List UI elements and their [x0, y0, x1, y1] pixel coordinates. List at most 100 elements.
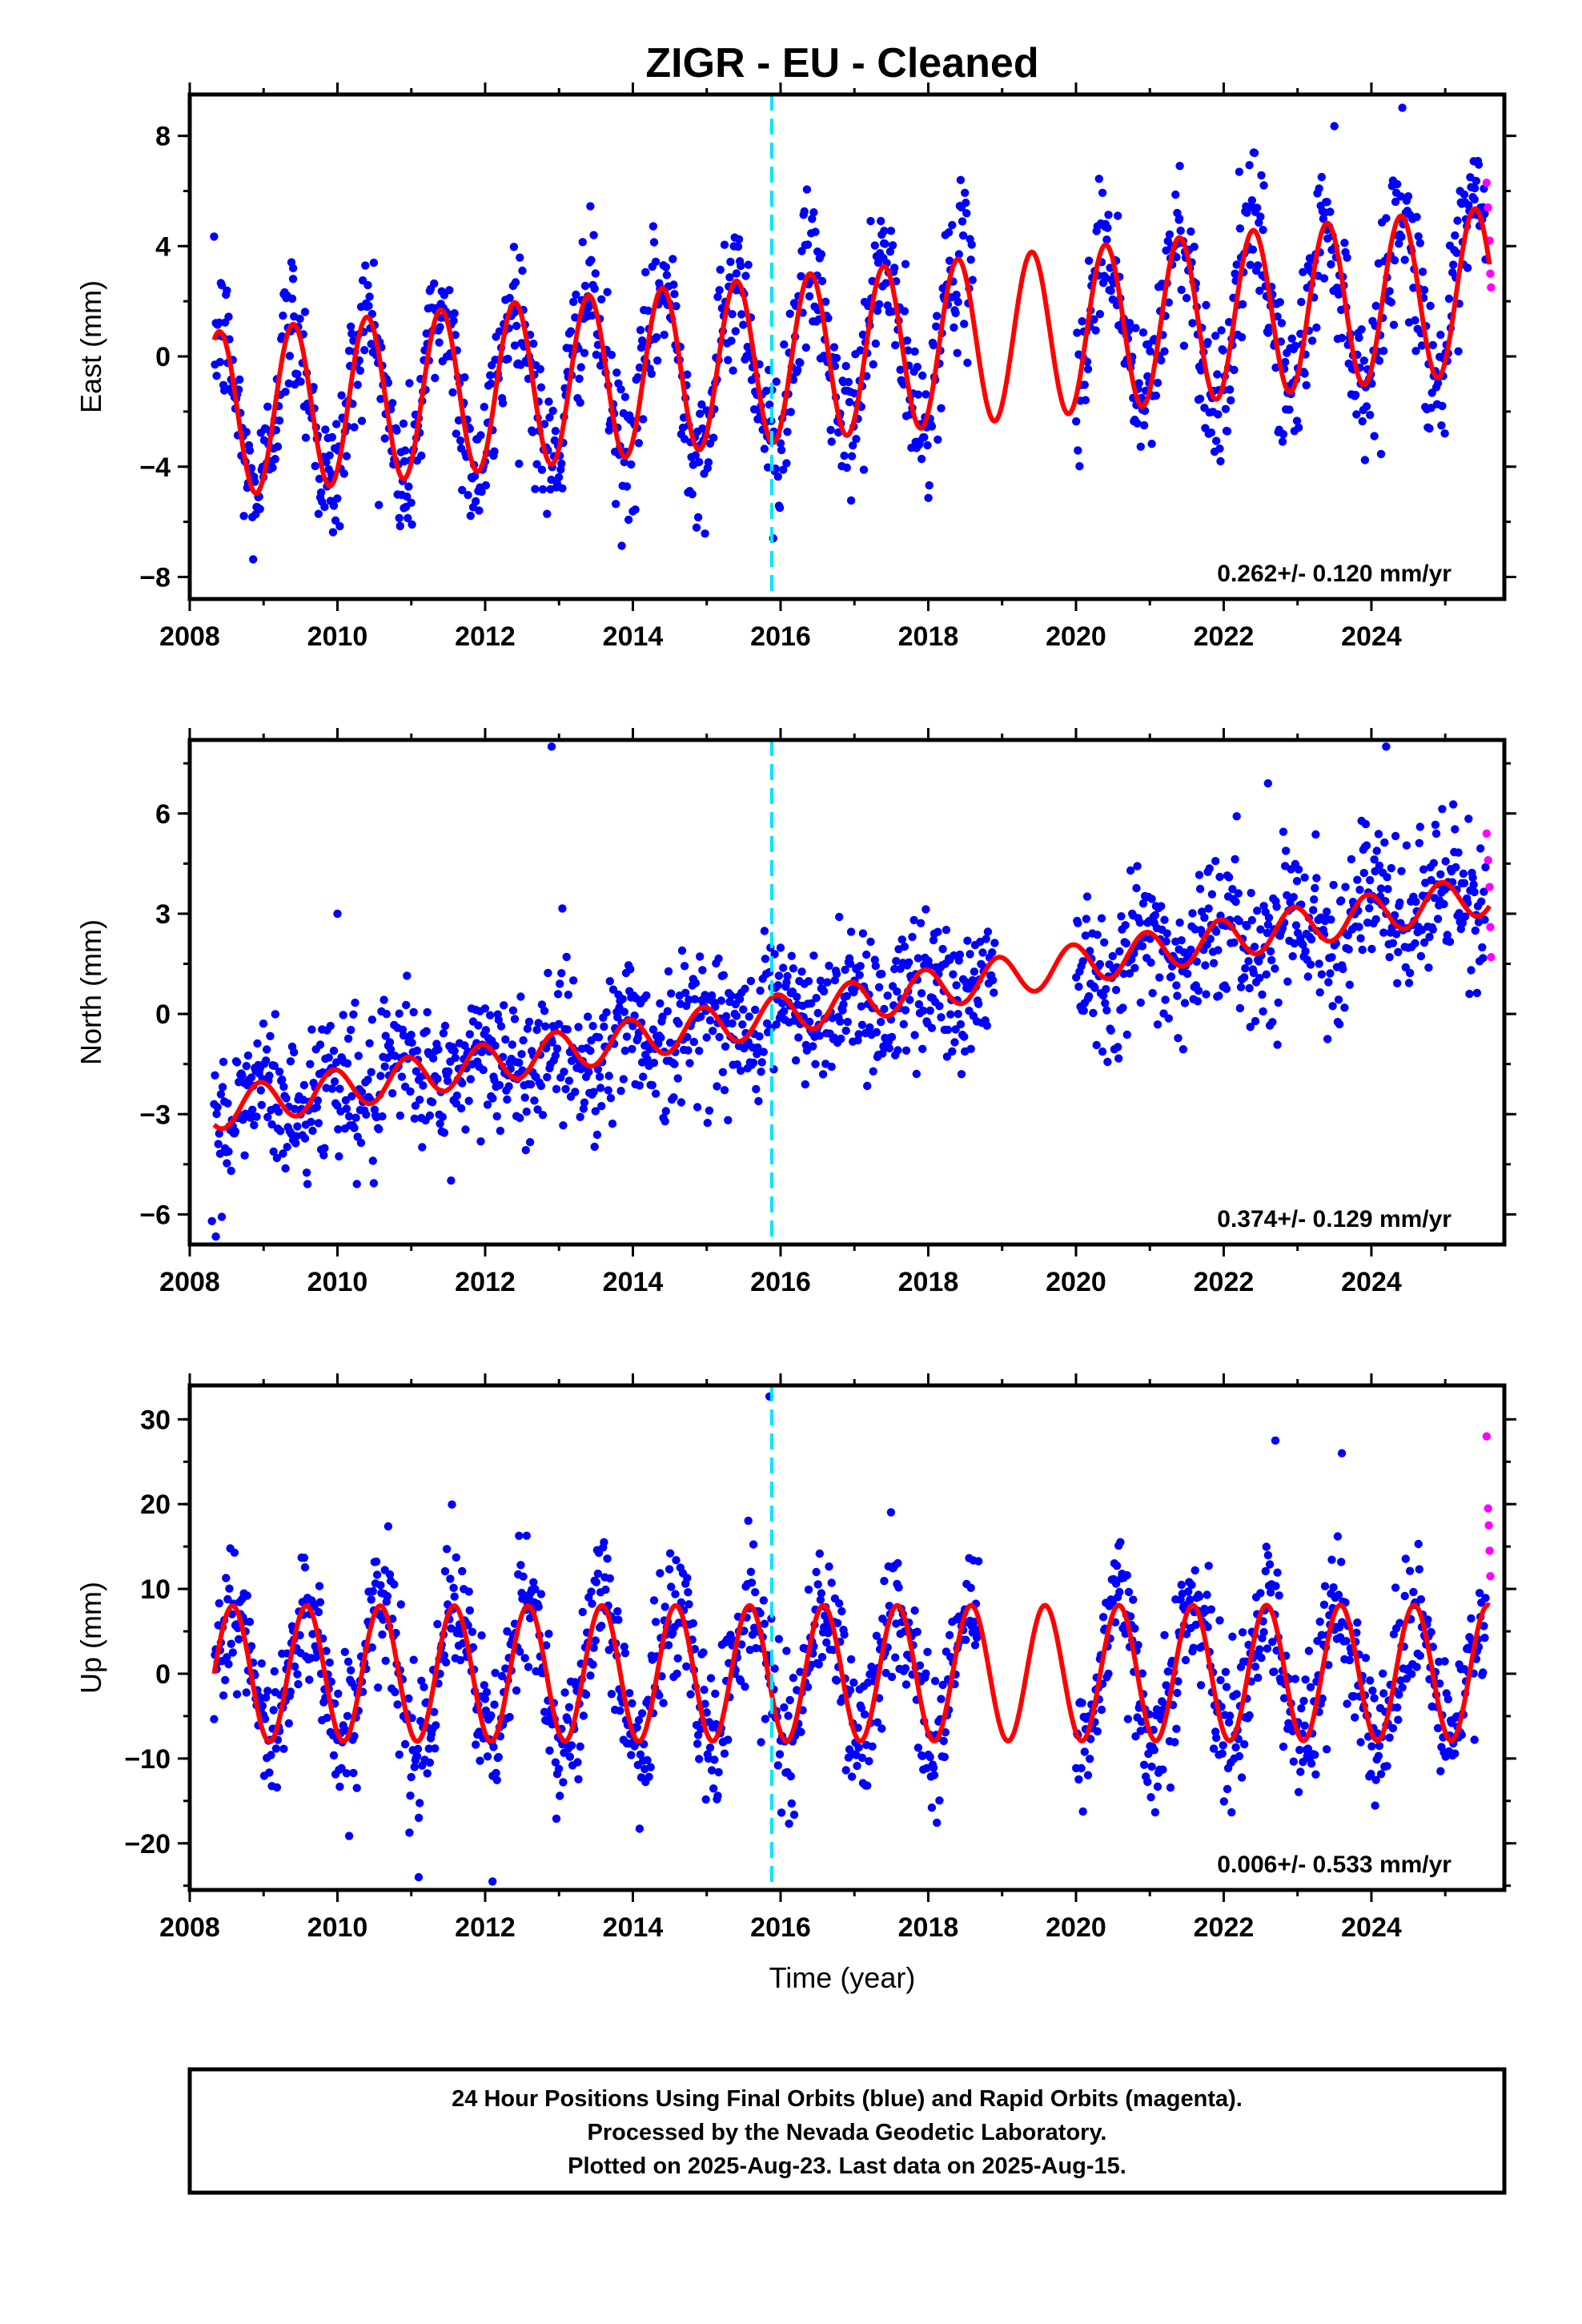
north-position-point — [952, 981, 961, 990]
east-position-point — [856, 346, 865, 355]
up-position-point — [747, 1578, 757, 1587]
up-position-point — [476, 1756, 484, 1765]
east-position-point — [883, 301, 892, 310]
up-position-point — [516, 1561, 525, 1570]
north-position-point — [536, 1081, 546, 1091]
up-position-point — [431, 1744, 440, 1753]
east-position-point — [1235, 167, 1244, 176]
up-position-point — [352, 1783, 361, 1792]
up-position-point — [395, 1750, 404, 1759]
east-position-point — [1340, 239, 1349, 247]
east-rapid-point — [1487, 283, 1496, 292]
north-position-point — [1206, 935, 1215, 943]
north-position-point — [1114, 1054, 1123, 1063]
up-position-point — [780, 1703, 789, 1712]
up-position-point — [785, 1819, 793, 1828]
east-position-point — [1351, 391, 1360, 400]
east-position-point — [956, 175, 966, 184]
north-position-point — [1098, 991, 1108, 1000]
north-position-point — [780, 1007, 789, 1015]
north-position-point — [835, 912, 844, 922]
north-position-point — [1133, 862, 1142, 870]
north-position-point — [1148, 988, 1157, 998]
east-position-point — [452, 429, 460, 438]
north-position-point — [866, 937, 875, 947]
east-position-point — [648, 222, 658, 231]
east-position-point — [741, 271, 750, 280]
up-position-point — [804, 1585, 813, 1594]
north-position-point — [794, 1033, 803, 1042]
north-position-point — [746, 976, 756, 986]
north-position-point — [1174, 1034, 1182, 1043]
east-position-point — [403, 493, 412, 501]
up-y-tick-label: 0 — [155, 1659, 171, 1690]
up-position-point — [311, 1653, 320, 1662]
up-position-point — [1376, 1770, 1386, 1779]
north-position-point — [1356, 934, 1365, 943]
east-position-point — [300, 308, 310, 316]
up-position-point — [749, 1540, 758, 1549]
east-position-point — [1412, 212, 1421, 222]
up-position-point — [416, 1799, 424, 1807]
north-position-point — [440, 1128, 449, 1137]
north-position-point — [815, 1031, 824, 1040]
north-position-point — [720, 1086, 729, 1095]
up-position-point — [1238, 1628, 1247, 1637]
north-position-point — [913, 954, 923, 963]
north-position-point — [893, 987, 901, 996]
north-position-point — [1093, 931, 1102, 939]
north-position-point — [1215, 872, 1224, 882]
east-x-tick-label: 2022 — [1194, 621, 1255, 652]
up-position-point — [1479, 1668, 1488, 1677]
east-position-point — [652, 333, 661, 342]
north-position-point — [327, 1084, 337, 1093]
up-position-point — [1297, 1704, 1306, 1713]
east-position-point — [1243, 208, 1251, 217]
east-position-point — [1190, 243, 1199, 251]
north-position-point — [1479, 954, 1488, 963]
east-position-point — [510, 341, 520, 350]
north-position-point — [755, 1032, 764, 1041]
up-position-point — [1263, 1550, 1273, 1560]
east-position-point — [1389, 320, 1399, 329]
north-position-point — [333, 909, 342, 919]
up-position-point — [935, 1796, 944, 1805]
north-position-point — [1177, 936, 1186, 945]
north-position-point — [681, 988, 690, 998]
up-position-point — [1395, 1690, 1403, 1699]
north-position-point — [1264, 913, 1274, 923]
east-position-point — [1426, 301, 1435, 311]
up-position-point — [534, 1602, 543, 1611]
up-position-point — [1329, 1583, 1338, 1592]
east-position-point — [1131, 324, 1140, 332]
up-position-point — [440, 1566, 450, 1576]
east-position-point — [631, 505, 640, 514]
east-position-point — [332, 420, 341, 428]
north-position-point — [811, 1059, 820, 1069]
north-position-point — [918, 1044, 927, 1054]
north-position-point — [500, 1001, 508, 1010]
east-position-point — [1188, 319, 1197, 328]
north-position-point — [344, 1112, 354, 1121]
north-position-point — [841, 965, 849, 975]
up-position-point — [589, 1643, 598, 1652]
up-position-point — [741, 1683, 749, 1691]
east-position-point — [1102, 235, 1111, 244]
up-rapid-point — [1482, 1432, 1492, 1441]
east-position-point — [852, 435, 861, 444]
north-position-point — [403, 971, 412, 980]
north-position-point — [957, 1070, 966, 1079]
north-position-point — [905, 958, 913, 967]
north-position-point — [698, 966, 707, 975]
north-position-point — [551, 1051, 560, 1060]
east-position-point — [1358, 416, 1367, 426]
north-position-point — [677, 1098, 686, 1107]
north-position-point — [406, 1087, 415, 1096]
east-position-point — [1136, 442, 1146, 451]
north-position-point — [223, 1159, 231, 1168]
up-position-point — [974, 1557, 983, 1566]
east-position-point — [927, 422, 937, 431]
north-position-point — [1161, 995, 1170, 1004]
east-x-tick-label: 2016 — [750, 621, 811, 652]
north-position-point — [1249, 968, 1259, 978]
